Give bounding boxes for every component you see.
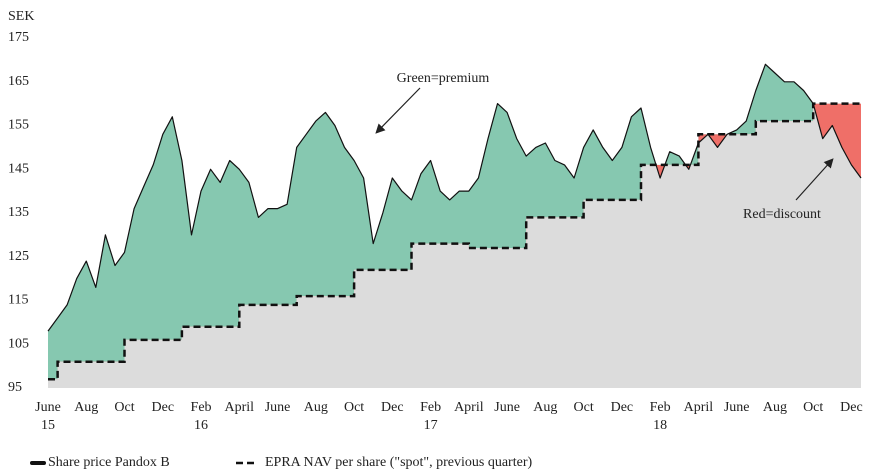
legend-label: EPRA NAV per share ("spot", previous qua… [265,455,532,470]
price-line [47,63,862,332]
x-tick-label: Oct [114,400,134,415]
nav-line [48,102,861,381]
x-tick-label: Dec [611,400,634,415]
y-tick-label: 95 [8,380,22,395]
y-axis-label: SEK [8,9,34,24]
x-tick-label: Oct [803,400,823,415]
x-tick-label: June [724,400,750,415]
y-tick-label: 165 [8,74,29,89]
y-tick-label: 115 [8,293,28,308]
x-tick-label: Dec [152,400,175,415]
annotation-arrow [795,158,834,201]
x-tick-label: Feb 17 [420,400,441,433]
x-tick-label: Aug [304,400,328,415]
annotation-arrow [375,87,421,134]
x-tick-label: Aug [763,400,787,415]
x-tick-label: Feb 16 [191,400,212,433]
y-tick-label: 145 [8,161,29,176]
premium-area [48,64,861,380]
y-tick-label: 125 [8,249,29,264]
x-tick-label: Dec [381,400,404,415]
y-tick-label: 105 [8,336,29,351]
y-tick-label: 135 [8,205,29,220]
x-tick-label: Oct [344,400,364,415]
x-tick-label: June [265,400,291,415]
y-tick-label: 155 [8,118,29,133]
x-tick-label: Aug [74,400,98,415]
y-tick-label: 175 [8,30,29,45]
x-tick-label: April [225,400,255,415]
x-tick-label: June [494,400,520,415]
annotation: Green=premium [397,71,490,86]
legend-label: Share price Pandox B [48,455,170,470]
nav-area [48,103,861,388]
x-tick-label: April [454,400,484,415]
x-tick-label: April [684,400,714,415]
x-tick-label: Oct [574,400,594,415]
x-tick-label: Feb 18 [650,400,671,433]
annotation: Red=discount [743,207,821,222]
x-tick-label: Aug [533,400,557,415]
x-tick-label: June 15 [35,400,61,433]
x-tick-label: Dec [840,400,863,415]
